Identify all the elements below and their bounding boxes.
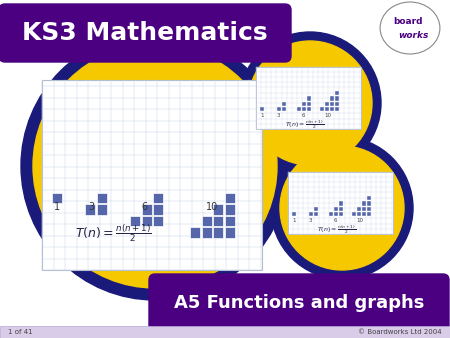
- Bar: [260, 107, 264, 111]
- Text: 10: 10: [356, 218, 363, 223]
- Bar: [190, 227, 200, 238]
- Text: 1: 1: [292, 218, 296, 223]
- Bar: [225, 216, 234, 226]
- Bar: [85, 204, 95, 215]
- Bar: [335, 101, 339, 106]
- FancyBboxPatch shape: [42, 80, 262, 270]
- Text: © Boardworks Ltd 2004: © Boardworks Ltd 2004: [358, 329, 442, 335]
- FancyBboxPatch shape: [288, 172, 392, 234]
- Text: 3: 3: [88, 202, 94, 212]
- Ellipse shape: [380, 2, 440, 54]
- Bar: [225, 204, 234, 215]
- Bar: [367, 212, 371, 216]
- Bar: [153, 204, 163, 215]
- Bar: [96, 193, 107, 203]
- Text: 3: 3: [276, 113, 280, 118]
- Bar: [302, 101, 306, 106]
- Bar: [225, 227, 234, 238]
- Text: $T(n) = \frac{n(n+1)}{2}$: $T(n) = \frac{n(n+1)}{2}$: [75, 222, 152, 244]
- Bar: [357, 207, 361, 211]
- Text: 6: 6: [333, 218, 337, 223]
- Bar: [225, 193, 234, 203]
- Bar: [213, 227, 223, 238]
- Bar: [309, 212, 313, 216]
- Bar: [314, 212, 318, 216]
- Bar: [314, 207, 318, 211]
- Ellipse shape: [239, 32, 381, 174]
- Bar: [339, 212, 343, 216]
- Text: 1: 1: [54, 202, 60, 212]
- Bar: [153, 193, 163, 203]
- Bar: [52, 193, 62, 203]
- Bar: [141, 216, 152, 226]
- Bar: [213, 204, 223, 215]
- Bar: [0, 326, 450, 338]
- Bar: [330, 101, 334, 106]
- FancyBboxPatch shape: [149, 274, 449, 332]
- Text: works: works: [398, 30, 428, 40]
- Bar: [367, 201, 371, 206]
- Bar: [130, 216, 140, 226]
- Bar: [282, 107, 286, 111]
- FancyBboxPatch shape: [256, 67, 360, 129]
- Bar: [367, 207, 371, 211]
- Ellipse shape: [33, 44, 277, 288]
- Bar: [339, 207, 343, 211]
- Bar: [334, 212, 338, 216]
- Bar: [335, 107, 339, 111]
- Text: 10: 10: [324, 113, 331, 118]
- Ellipse shape: [248, 41, 372, 165]
- Bar: [202, 216, 211, 226]
- Text: KS3 Mathematics: KS3 Mathematics: [22, 21, 268, 45]
- Bar: [362, 212, 366, 216]
- Bar: [320, 107, 324, 111]
- Text: $T(n)=\frac{n(n+1)}{2}$: $T(n)=\frac{n(n+1)}{2}$: [317, 224, 357, 236]
- Bar: [362, 201, 366, 206]
- Text: 3: 3: [308, 218, 312, 223]
- Ellipse shape: [271, 137, 413, 279]
- Bar: [328, 212, 333, 216]
- Bar: [330, 107, 334, 111]
- Bar: [292, 212, 296, 216]
- Bar: [276, 107, 281, 111]
- Bar: [367, 196, 371, 200]
- FancyBboxPatch shape: [0, 4, 291, 62]
- Text: $T(n)=\frac{n(n+1)}{2}$: $T(n)=\frac{n(n+1)}{2}$: [285, 119, 325, 131]
- Bar: [339, 201, 343, 206]
- Text: 10: 10: [206, 202, 218, 212]
- Bar: [335, 96, 339, 101]
- Bar: [141, 204, 152, 215]
- Bar: [325, 107, 329, 111]
- Ellipse shape: [280, 146, 404, 270]
- Bar: [96, 204, 107, 215]
- Text: 6: 6: [301, 113, 305, 118]
- Bar: [307, 101, 311, 106]
- Text: 6: 6: [141, 202, 147, 212]
- Bar: [330, 96, 334, 101]
- Text: 1 of 41: 1 of 41: [8, 329, 32, 335]
- Text: board: board: [393, 18, 423, 26]
- Text: A5 Functions and graphs: A5 Functions and graphs: [174, 294, 424, 312]
- Bar: [307, 107, 311, 111]
- Bar: [362, 207, 366, 211]
- Bar: [357, 212, 361, 216]
- Bar: [202, 227, 211, 238]
- Bar: [307, 96, 311, 101]
- Bar: [282, 101, 286, 106]
- Ellipse shape: [21, 32, 289, 300]
- Bar: [153, 216, 163, 226]
- Bar: [302, 107, 306, 111]
- Bar: [213, 216, 223, 226]
- Bar: [335, 91, 339, 95]
- Bar: [351, 212, 356, 216]
- Bar: [325, 101, 329, 106]
- Text: 1: 1: [260, 113, 264, 118]
- Bar: [334, 207, 338, 211]
- Bar: [297, 107, 301, 111]
